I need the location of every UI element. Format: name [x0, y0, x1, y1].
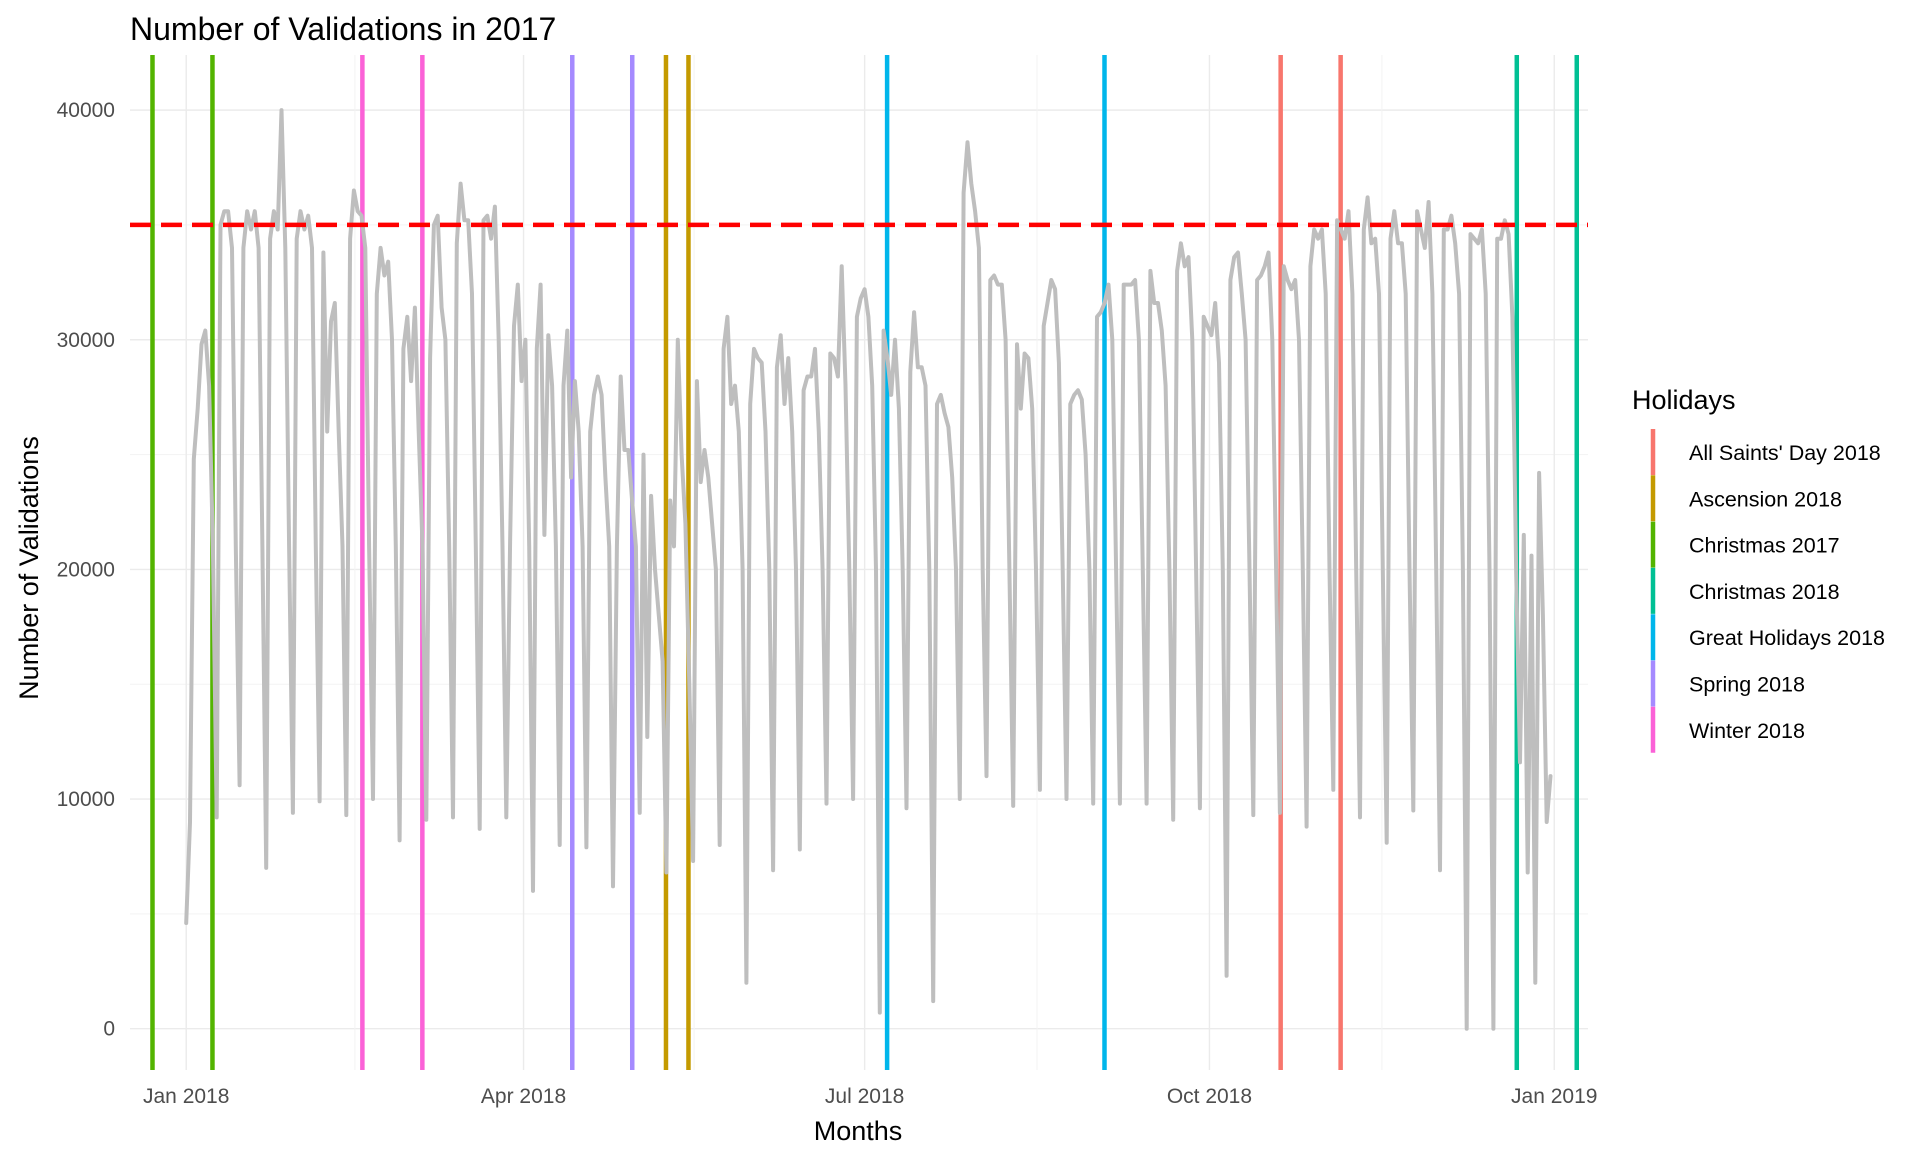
legend-items: All Saints' Day 2018 Ascension 2018 Christ…	[1650, 429, 1885, 753]
x-tick-label: Jul 2018	[825, 1085, 904, 1108]
legend-label-great-holidays-2018: Great Holidays 2018	[1689, 626, 1885, 650]
chart-title: Number of Validations in 2017	[130, 11, 556, 47]
legend-label-all-saints-day-2018: All Saints' Day 2018	[1689, 441, 1881, 465]
series-layer	[184, 108, 1553, 1031]
x-axis-ticks: Jan 2018 Apr 2018 Jul 2018 Oct 2018 Jan 2019	[143, 1085, 1597, 1108]
legend-label-christmas-2018: Christmas 2018	[1689, 580, 1840, 604]
y-axis-ticks: 0 10000 20000 30000 40000	[57, 99, 115, 1041]
y-tick-label: 40000	[57, 99, 115, 122]
series-line-validations	[184, 108, 1553, 1031]
y-tick-label: 10000	[57, 788, 115, 811]
x-tick-label: Apr 2018	[481, 1085, 566, 1108]
legend-title: Holidays	[1632, 385, 1736, 415]
y-tick-label: 20000	[57, 558, 115, 581]
legend-label-ascension-2018: Ascension 2018	[1689, 487, 1842, 511]
x-tick-label: Jan 2019	[1511, 1085, 1597, 1108]
legend-label-spring-2018: Spring 2018	[1689, 673, 1805, 697]
legend-label-winter-2018: Winter 2018	[1689, 719, 1805, 743]
x-tick-label: Jan 2018	[143, 1085, 229, 1108]
legend: Holidays All Saints' Day 2018 Ascension 2…	[1632, 385, 1885, 753]
y-tick-label: 30000	[57, 329, 115, 352]
y-axis-title: Number of Validations	[14, 436, 44, 700]
x-axis-title: Months	[814, 1116, 903, 1146]
y-tick-label: 0	[103, 1018, 115, 1041]
x-tick-label: Oct 2018	[1167, 1085, 1252, 1108]
legend-label-christmas-2017: Christmas 2017	[1689, 534, 1840, 558]
